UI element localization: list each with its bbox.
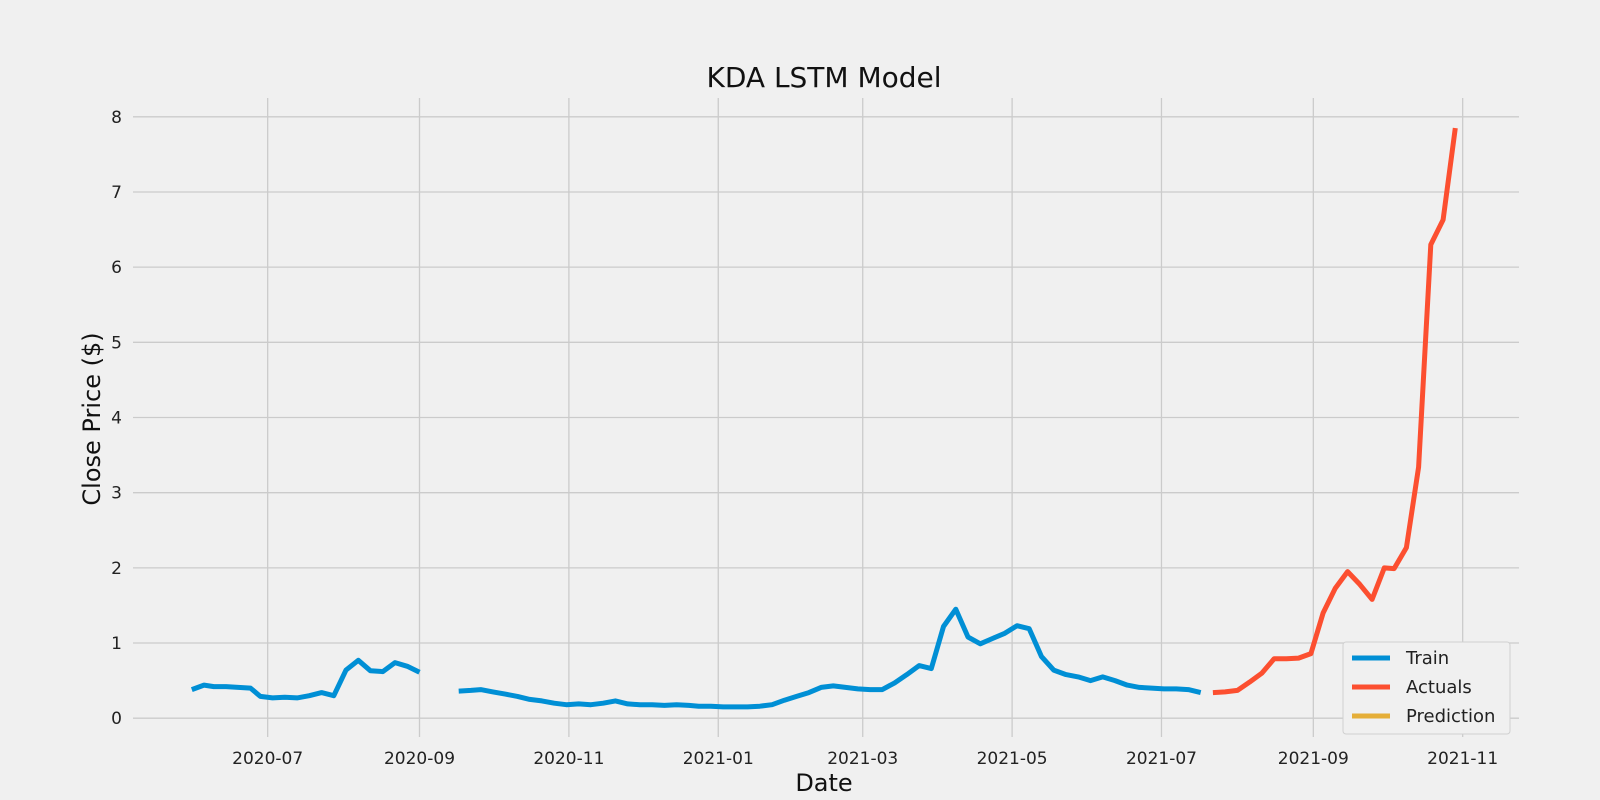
series-train xyxy=(190,606,1202,710)
x-tick-label: 2021-11 xyxy=(1427,749,1498,769)
chart-title: KDA LSTM Model xyxy=(706,61,941,94)
legend-label-prediction: Prediction xyxy=(1406,706,1495,727)
y-axis-ticks: 0 1 2 3 4 5 6 7 8 xyxy=(111,108,122,729)
legend: Train Actuals Prediction xyxy=(1342,641,1511,735)
series-actuals xyxy=(1212,127,1458,696)
x-axis-title: Date xyxy=(795,769,852,797)
x-tick-label: 2020-09 xyxy=(384,749,455,769)
y-tick-label: 7 xyxy=(111,183,122,203)
x-tick-label: 2020-07 xyxy=(232,749,303,769)
y-tick-label: 8 xyxy=(111,108,122,128)
y-tick-label: 4 xyxy=(111,409,122,429)
y-tick-label: 3 xyxy=(111,484,122,504)
legend-label-actuals: Actuals xyxy=(1406,677,1472,698)
series-layer xyxy=(190,127,1458,710)
x-tick-label: 2020-11 xyxy=(533,749,604,769)
legend-box xyxy=(1342,641,1511,735)
y-tick-label: 0 xyxy=(111,709,122,729)
y-tick-label: 1 xyxy=(111,634,122,654)
x-tick-label: 2021-07 xyxy=(1126,749,1197,769)
series-line-actuals xyxy=(1212,127,1458,696)
x-tick-label: 2021-09 xyxy=(1278,749,1349,769)
series-line-train xyxy=(190,657,421,701)
legend-label-train: Train xyxy=(1405,648,1449,669)
y-tick-label: 6 xyxy=(111,258,122,278)
y-axis-title: Close Price ($) xyxy=(78,332,106,505)
x-axis-ticks: 2020-07 2020-09 2020-11 2021-01 2021-03 2021-… xyxy=(232,749,1498,769)
x-tick-label: 2021-05 xyxy=(977,749,1048,769)
y-tick-label: 5 xyxy=(111,333,122,353)
x-tick-label: 2021-01 xyxy=(683,749,754,769)
y-tick-label: 2 xyxy=(111,559,122,579)
x-tick-label: 2021-03 xyxy=(827,749,898,769)
series-line-train xyxy=(458,606,1202,710)
grid-lines xyxy=(133,98,1519,737)
